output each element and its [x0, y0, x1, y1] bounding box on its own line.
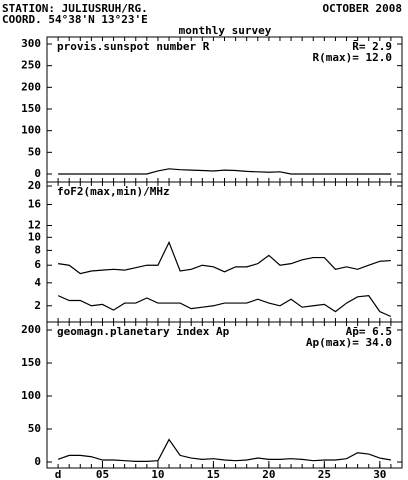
- y-tick-label: 4: [34, 276, 41, 289]
- x-tick-label: 20: [262, 468, 275, 480]
- y-tick-label: 50: [28, 145, 41, 158]
- stat: R(max)= 12.0: [313, 51, 392, 64]
- x-axis-label: d: [55, 468, 62, 480]
- station: STATION: JULIUSRUH/RG.: [2, 2, 148, 15]
- x-tick-label: 15: [207, 468, 220, 480]
- y-tick-label: 100: [21, 389, 41, 402]
- stat: Ap̄= 6.5: [346, 325, 392, 338]
- y-tick-label: 100: [21, 124, 41, 137]
- y-tick-label: 16: [28, 197, 42, 210]
- stat: R̄= 2.9: [352, 40, 392, 53]
- y-tick-label: 200: [21, 80, 41, 93]
- x-tick-label: 10: [151, 468, 164, 480]
- y-tick-label: 50: [28, 422, 41, 435]
- x-tick-label: 25: [318, 468, 331, 480]
- y-tick-label: 6: [34, 258, 41, 271]
- y-tick-label: 0: [34, 167, 41, 180]
- panel-frame: [46, 181, 403, 323]
- y-tick-label: 8: [34, 243, 41, 256]
- coord: COORD. 54°38'N 13°23'E: [2, 13, 148, 26]
- y-tick-label: 250: [21, 59, 41, 72]
- month: OCTOBER 2008: [323, 2, 402, 15]
- y-tick-label: 12: [28, 218, 41, 231]
- y-tick-label: 200: [21, 323, 41, 336]
- series-line: [58, 240, 391, 275]
- subtitle: monthly survey: [179, 24, 272, 37]
- series-line: [58, 168, 391, 175]
- y-tick-label: 2: [34, 299, 41, 312]
- stat: Ap(max)= 34.0: [306, 336, 392, 349]
- y-tick-label: 0: [34, 455, 41, 468]
- x-tick-label: 30: [373, 468, 386, 480]
- y-tick-label: 150: [21, 102, 41, 115]
- y-tick-label: 300: [21, 37, 41, 50]
- x-tick-label: 05: [96, 468, 109, 480]
- series-line: [57, 294, 392, 318]
- panel-title: geomagn.planetary index Ap: [57, 325, 230, 338]
- series-line: [57, 438, 392, 462]
- y-tick-label: 10: [28, 230, 41, 243]
- y-tick-label: 150: [21, 356, 41, 369]
- y-tick-label: 20: [28, 179, 41, 192]
- panel-title: foF2(max,min)/MHz: [57, 185, 170, 198]
- panel-title: provis.sunspot number R: [57, 40, 210, 53]
